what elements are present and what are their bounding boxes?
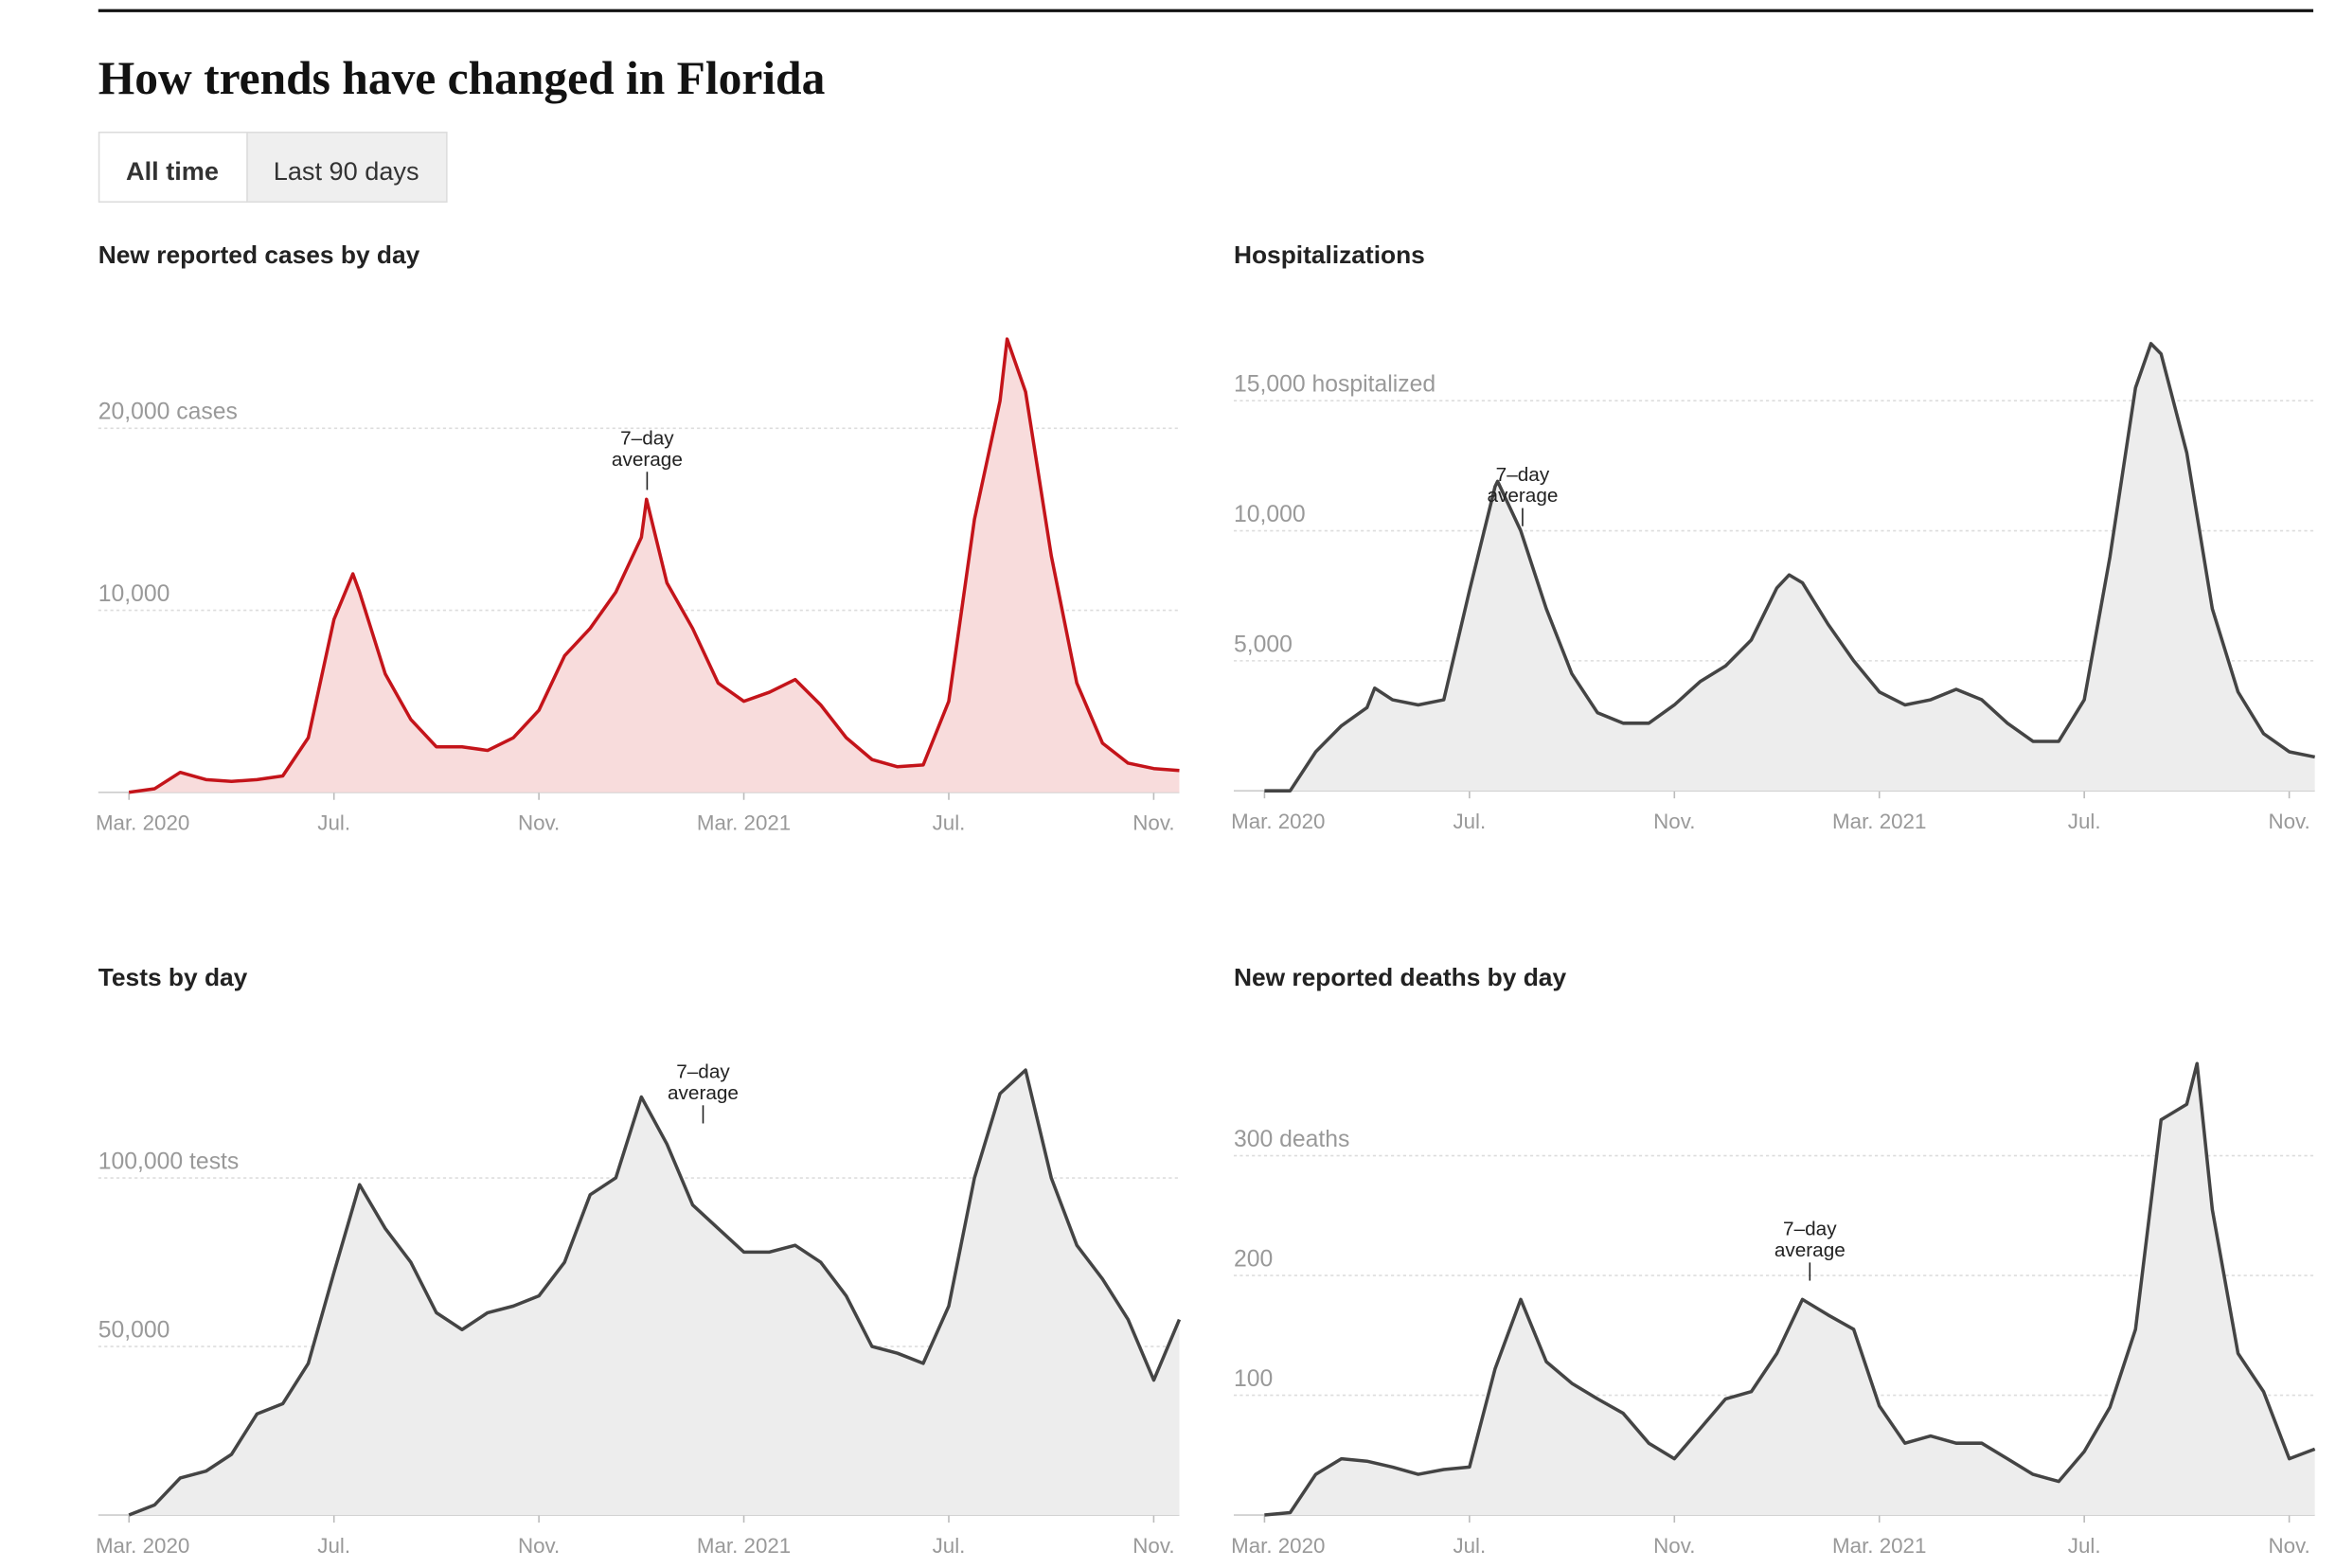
x-tick-label: Nov.	[1132, 1534, 1174, 1558]
x-tick-label: Mar. 2020	[96, 811, 189, 835]
x-tick-label: Mar. 2020	[1231, 1534, 1325, 1558]
y-tick-label: 10,000	[98, 581, 170, 607]
area	[1264, 1063, 2315, 1516]
y-tick-label: 15,000 hospitalized	[1234, 372, 1435, 398]
x-tick-label: Mar. 2021	[1832, 1534, 1926, 1558]
y-tick-label: 100,000 tests	[98, 1149, 240, 1174]
line	[1264, 342, 2315, 793]
y-tick-label: 20,000 cases	[98, 400, 238, 425]
x-tick-label: Nov.	[1653, 810, 1695, 833]
line	[1264, 1061, 2316, 1517]
x-tick-label: Jul.	[2068, 1534, 2101, 1558]
x-tick-label: Jul.	[317, 1534, 350, 1558]
chart-title: Hospitalizations	[1234, 241, 1425, 269]
x-tick-label: Mar. 2020	[96, 1534, 189, 1558]
chart-title: New reported deaths by day	[1234, 963, 1566, 991]
annotation: 7–day	[1496, 464, 1550, 486]
x-tick-label: Nov.	[1653, 1534, 1695, 1558]
x-tick-label: Nov.	[518, 811, 560, 835]
annotation: average	[1487, 485, 1558, 507]
annotation: average	[668, 1082, 739, 1104]
x-tick-label: Jul.	[2068, 810, 2101, 833]
annotation: 7–day	[676, 1061, 730, 1083]
x-tick-label: Jul.	[933, 1534, 966, 1558]
y-tick-label: 200	[1234, 1246, 1273, 1272]
area	[129, 1070, 1180, 1516]
line	[128, 1068, 1182, 1517]
tab-last-90[interactable]	[246, 131, 448, 204]
x-tick-label: Nov.	[2268, 1534, 2309, 1558]
y-tick-label: 300 deaths	[1234, 1127, 1349, 1152]
tab-label[interactable]: All time	[126, 156, 219, 186]
x-tick-label: Jul.	[317, 811, 350, 835]
chart-title: Tests by day	[98, 963, 248, 991]
x-tick-label: Jul.	[1453, 1534, 1486, 1558]
x-tick-label: Mar. 2021	[1832, 810, 1926, 833]
area	[1264, 343, 2315, 792]
line	[128, 337, 1180, 794]
tab-label[interactable]: Last 90 days	[274, 156, 419, 186]
annotation: average	[612, 449, 683, 471]
x-tick-label: Nov.	[518, 1534, 560, 1558]
x-tick-label: Mar. 2021	[697, 811, 791, 835]
x-tick-label: Nov.	[2268, 810, 2309, 833]
x-tick-label: Jul.	[1453, 810, 1486, 833]
y-tick-label: 50,000	[98, 1317, 170, 1343]
chart-title: New reported cases by day	[98, 241, 420, 269]
page-title: How trends have changed in Florida	[98, 52, 826, 104]
annotation: average	[1774, 1239, 1846, 1261]
x-tick-label: Mar. 2020	[1231, 810, 1325, 833]
annotation: 7–day	[1783, 1219, 1837, 1240]
y-tick-label: 100	[1234, 1366, 1273, 1392]
x-tick-label: Mar. 2021	[697, 1534, 791, 1558]
annotation: 7–day	[620, 428, 674, 450]
area	[129, 339, 1180, 793]
y-tick-label: 10,000	[1234, 502, 1306, 527]
x-tick-label: Jul.	[933, 811, 966, 835]
y-tick-label: 5,000	[1234, 632, 1293, 657]
x-tick-label: Nov.	[1132, 811, 1174, 835]
